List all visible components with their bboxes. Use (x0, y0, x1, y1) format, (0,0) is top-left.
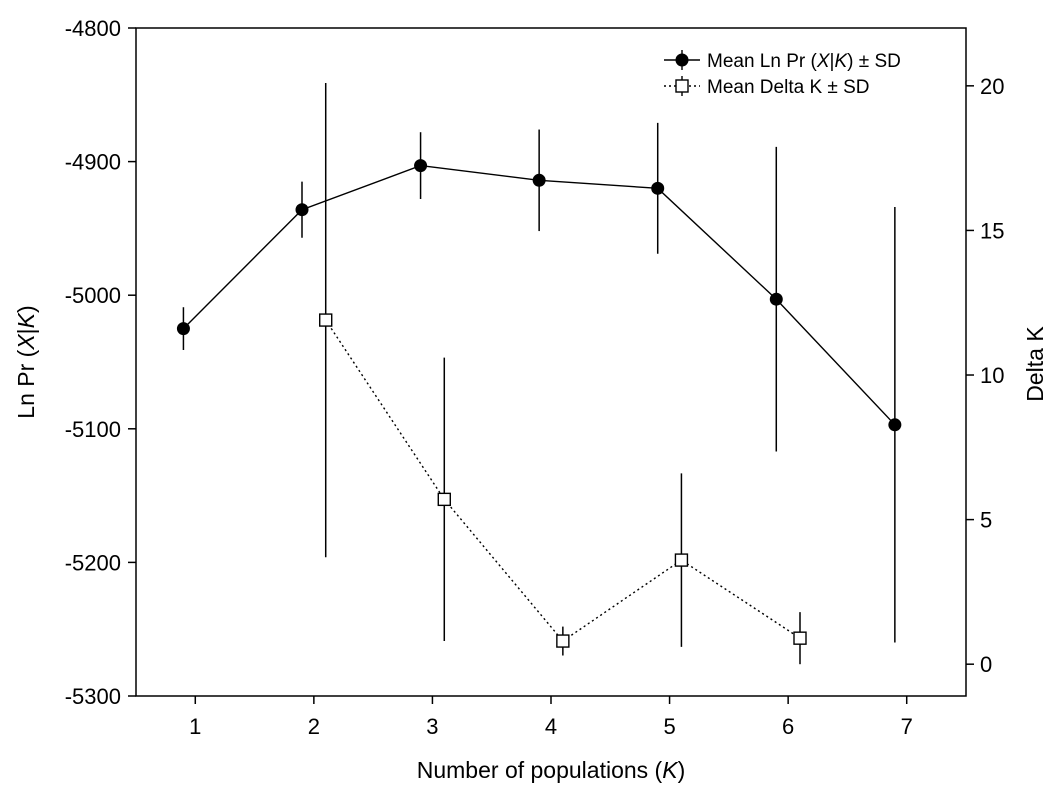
y-right-axis: 0 5 10 15 20 (966, 74, 1004, 677)
x-axis: 1 2 3 4 5 6 7 (189, 696, 913, 739)
legend-marker-lnpr (675, 53, 689, 67)
series-lnpr (176, 122, 902, 643)
y-left-tick-label: -4900 (65, 150, 121, 175)
legend-label-deltak: Mean Delta K ± SD (707, 77, 870, 98)
y-left-tick-label: -5300 (65, 684, 121, 709)
series-layer (176, 82, 902, 665)
point-lnpr (295, 203, 309, 217)
x-tick-label: 5 (663, 714, 675, 739)
point-lnpr (651, 181, 665, 195)
y-right-tick-label: 0 (980, 652, 992, 677)
point-lnpr (532, 173, 546, 187)
point-lnpr (414, 159, 428, 173)
x-tick-label: 1 (189, 714, 201, 739)
y-left-axis: -4800 -4900 -5000 -5100 -5200 -5300 (65, 16, 136, 709)
point-lnpr (176, 322, 190, 336)
series-deltak (319, 82, 807, 665)
point-deltak (674, 553, 689, 567)
legend-label-lnpr: Mean Ln Pr (X|K) ± SD (707, 51, 901, 72)
y-right-tick-label: 15 (980, 218, 1004, 243)
y-left-tick-label: -5100 (65, 417, 121, 442)
x-tick-label: 6 (782, 714, 794, 739)
x-tick-label: 2 (308, 714, 320, 739)
x-axis-title: Number of populations (K) (417, 757, 685, 783)
legend-marker-deltak (675, 79, 689, 93)
point-lnpr (888, 418, 902, 432)
y-left-tick-label: -5200 (65, 550, 121, 575)
point-deltak (437, 492, 451, 507)
legend: Mean Ln Pr (X|K) ± SD Mean Delta K ± SD (664, 50, 901, 98)
point-deltak (556, 634, 570, 648)
point-deltak (793, 631, 807, 645)
point-deltak (319, 313, 333, 327)
x-tick-label: 7 (901, 714, 913, 739)
y-right-tick-label: 20 (980, 74, 1004, 99)
y-right-tick-label: 10 (980, 363, 1004, 388)
line-deltak (325, 319, 801, 642)
point-lnpr (769, 292, 783, 306)
plot-area-frame (135, 27, 967, 697)
x-tick-label: 3 (426, 714, 438, 739)
y-left-axis-title: Ln Pr (X|K) (13, 305, 39, 418)
y-right-axis-title: Delta K (1022, 326, 1048, 402)
y-right-tick-label: 5 (980, 508, 992, 533)
y-left-tick-label: -4800 (65, 16, 121, 41)
x-tick-label: 4 (545, 714, 557, 739)
y-left-tick-label: -5000 (65, 283, 121, 308)
